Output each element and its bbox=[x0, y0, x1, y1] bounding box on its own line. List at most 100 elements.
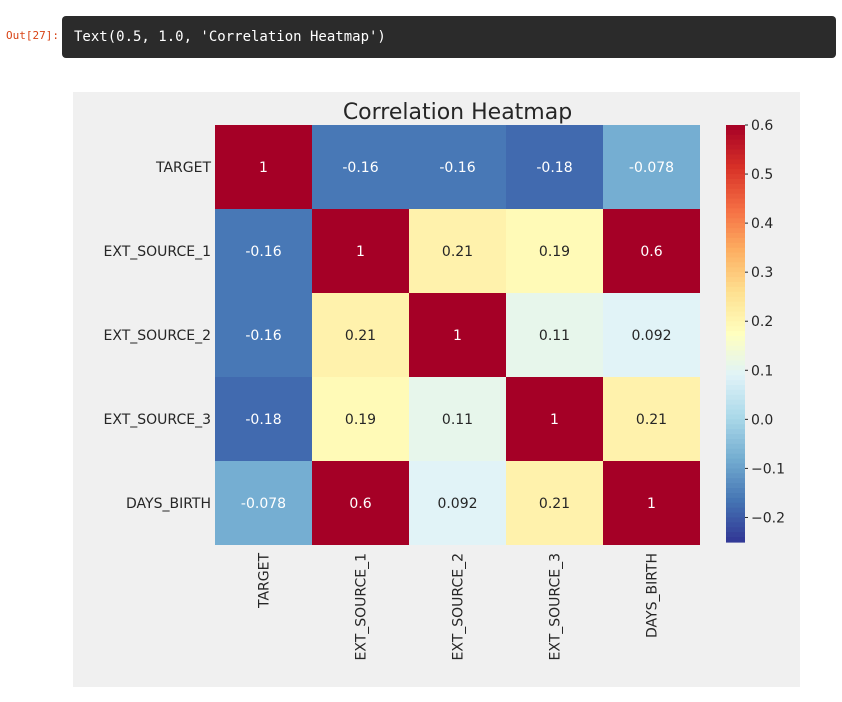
cell-annotation: -0.16 bbox=[245, 244, 281, 260]
heatmap-cell bbox=[603, 209, 700, 293]
colorbar-band bbox=[726, 272, 745, 278]
cell-annotation: 0.21 bbox=[345, 328, 376, 344]
cell-annotation: 0.21 bbox=[539, 496, 570, 512]
cell-annotation: 1 bbox=[453, 328, 462, 344]
colorbar-band bbox=[726, 350, 745, 357]
colorbar-band bbox=[726, 463, 745, 470]
colorbar-band bbox=[726, 286, 745, 293]
colorbar-band bbox=[726, 360, 745, 366]
colorbar-band bbox=[726, 385, 745, 391]
cell-annotation: 0.11 bbox=[442, 412, 473, 428]
heatmap-cell bbox=[603, 293, 700, 377]
y-tick-label: EXT_SOURCE_1 bbox=[104, 244, 211, 260]
heatmap-cell bbox=[312, 461, 409, 545]
colorbar-band bbox=[726, 213, 745, 219]
heatmap-cell bbox=[506, 461, 603, 545]
colorbar-band bbox=[726, 473, 745, 479]
x-tick-label: EXT_SOURCE_3 bbox=[548, 553, 564, 660]
cell-annotation: 0.21 bbox=[442, 244, 473, 260]
colorbar-band bbox=[726, 380, 745, 386]
output-cell: Text(0.5, 1.0, 'Correlation Heatmap') bbox=[62, 16, 836, 58]
colorbar-band bbox=[726, 527, 745, 533]
heatmap-cell bbox=[215, 461, 312, 545]
colorbar-tick-label: 0.1 bbox=[751, 363, 773, 379]
heatmap-cell bbox=[603, 125, 700, 209]
colorbar-band bbox=[726, 507, 745, 514]
heatmap-cell bbox=[506, 125, 603, 209]
colorbar-tick-label: 0.5 bbox=[751, 167, 773, 183]
colorbar-band bbox=[726, 169, 745, 175]
colorbar-band bbox=[726, 517, 745, 523]
colorbar-band bbox=[726, 488, 745, 494]
heatmap-cell bbox=[603, 377, 700, 461]
colorbar-band bbox=[726, 208, 745, 214]
chart-title: Correlation Heatmap bbox=[343, 100, 572, 125]
colorbar-band bbox=[726, 458, 745, 465]
heatmap-cell bbox=[409, 377, 506, 461]
cell-annotation: 0.092 bbox=[437, 496, 477, 512]
colorbar-band bbox=[726, 438, 745, 445]
y-tick-label: TARGET bbox=[155, 160, 211, 176]
colorbar-band bbox=[726, 159, 745, 165]
colorbar-band bbox=[726, 335, 745, 342]
colorbar-band bbox=[726, 262, 745, 268]
colorbar-band bbox=[726, 183, 745, 190]
colorbar-band bbox=[726, 399, 745, 406]
colorbar-band bbox=[726, 389, 745, 396]
colorbar-band bbox=[726, 144, 745, 151]
cell-annotation: -0.16 bbox=[342, 160, 378, 176]
cell-annotation: 0.6 bbox=[349, 496, 371, 512]
colorbar-band bbox=[726, 242, 745, 249]
colorbar-band bbox=[726, 129, 745, 136]
colorbar-band bbox=[726, 178, 745, 185]
heatmap-cell bbox=[215, 125, 312, 209]
colorbar-band bbox=[726, 164, 745, 170]
colorbar-band bbox=[726, 512, 745, 519]
y-tick-label: EXT_SOURCE_2 bbox=[104, 328, 211, 344]
x-tick-label: EXT_SOURCE_1 bbox=[354, 553, 370, 660]
colorbar-band bbox=[726, 296, 745, 303]
colorbar-band bbox=[726, 311, 745, 317]
colorbar-band bbox=[726, 257, 745, 263]
colorbar-band bbox=[726, 321, 745, 327]
colorbar-band bbox=[726, 537, 745, 543]
colorbar-band bbox=[726, 149, 745, 156]
colorbar-tick-label: 0.0 bbox=[751, 412, 773, 428]
colorbar-band bbox=[726, 404, 745, 411]
colorbar-band bbox=[726, 497, 745, 504]
heatmap-cell bbox=[506, 293, 603, 377]
colorbar-band bbox=[726, 125, 745, 131]
heatmap-cell bbox=[506, 377, 603, 461]
colorbar-band bbox=[726, 154, 745, 160]
colorbar-band bbox=[726, 414, 745, 420]
colorbar-band bbox=[726, 443, 745, 450]
cell-annotation: 1 bbox=[550, 412, 559, 428]
colorbar-band bbox=[726, 277, 745, 283]
colorbar-band bbox=[726, 448, 745, 455]
colorbar-band bbox=[726, 174, 745, 180]
cell-annotation: -0.16 bbox=[439, 160, 475, 176]
colorbar-band bbox=[726, 409, 745, 416]
colorbar-band bbox=[726, 355, 745, 362]
cell-annotation: -0.18 bbox=[536, 160, 572, 176]
colorbar-band bbox=[726, 478, 745, 484]
heatmap-cell bbox=[409, 209, 506, 293]
colorbar-band bbox=[726, 340, 745, 347]
colorbar-band bbox=[726, 375, 745, 381]
colorbar-tick-label: 0.6 bbox=[751, 118, 773, 134]
y-tick-label: EXT_SOURCE_3 bbox=[104, 412, 211, 428]
colorbar-band bbox=[726, 365, 745, 371]
cell-annotation: 0.19 bbox=[345, 412, 376, 428]
heatmap-cell bbox=[215, 293, 312, 377]
colorbar-band bbox=[726, 252, 745, 259]
colorbar-band bbox=[726, 218, 745, 224]
x-tick-label: DAYS_BIRTH bbox=[645, 553, 661, 638]
colorbar-band bbox=[726, 532, 745, 538]
colorbar-band bbox=[726, 483, 745, 489]
colorbar-band bbox=[726, 306, 745, 313]
heatmap-cell bbox=[215, 377, 312, 461]
colorbar-band bbox=[726, 139, 745, 146]
output-prompt: Out[27]: bbox=[6, 29, 59, 42]
colorbar-band bbox=[726, 223, 745, 229]
heatmap-cell bbox=[409, 461, 506, 545]
